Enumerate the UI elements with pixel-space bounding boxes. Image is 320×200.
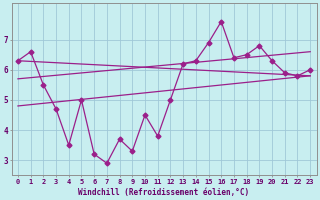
X-axis label: Windchill (Refroidissement éolien,°C): Windchill (Refroidissement éolien,°C)	[78, 188, 250, 197]
